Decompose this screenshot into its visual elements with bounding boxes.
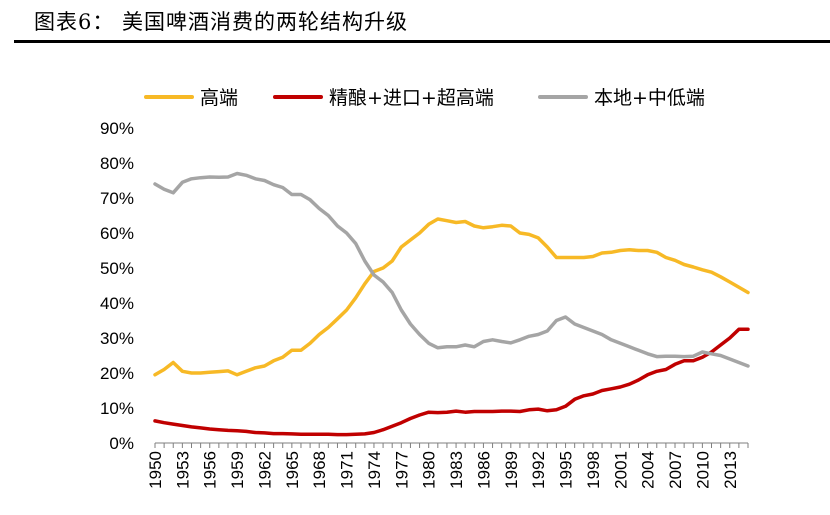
x-tick-label: 1950	[146, 451, 165, 489]
x-tick-label: 1959	[228, 451, 247, 489]
legend-label-2: 本地+中低端	[594, 87, 705, 109]
x-tick-label: 1977	[392, 451, 411, 489]
x-tick-label: 1974	[365, 451, 384, 489]
x-tick-label: 2004	[639, 451, 658, 489]
series-line-1	[153, 327, 750, 437]
x-tick-label: 1986	[474, 451, 493, 489]
axes: 0% 10% 20% 30% 40% 50% 60% 70% 80% 90% 1950 1953 195…	[100, 119, 749, 489]
y-tick-label: 70%	[100, 189, 134, 208]
x-tick-label: 2001	[611, 451, 630, 489]
y-tick-label: 0%	[109, 434, 134, 453]
x-tick-label: 1962	[255, 451, 274, 489]
series-line-2	[153, 171, 750, 368]
y-tick-label: 50%	[100, 259, 134, 278]
x-tick-label: 1983	[447, 451, 466, 489]
x-tick-label: 1989	[502, 451, 521, 489]
series-lines	[153, 171, 750, 437]
x-tick-label: 1956	[201, 451, 220, 489]
x-tick-label: 2007	[666, 451, 685, 489]
y-tick-label: 10%	[100, 399, 134, 418]
legend-label-0: 高端	[200, 87, 238, 109]
x-tick-label: 1980	[420, 451, 439, 489]
title-underline	[14, 40, 830, 43]
y-tick-label: 30%	[100, 329, 134, 348]
y-tick-label: 90%	[100, 119, 134, 138]
x-tick-label: 1998	[584, 451, 603, 489]
y-tick-label: 80%	[100, 154, 134, 173]
legend-label-1: 精酿+进口+超高端	[329, 87, 494, 109]
figure-title: 图表6： 美国啤酒消费的两轮结构升级	[34, 10, 409, 34]
x-tick-label: 1992	[529, 451, 548, 489]
x-tick-label: 1965	[283, 451, 302, 489]
x-tick-label: 1968	[310, 451, 329, 489]
y-tick-label: 40%	[100, 294, 134, 313]
x-tick-label: 1953	[173, 451, 192, 489]
series-line-0	[153, 217, 750, 377]
y-tick-label: 60%	[100, 224, 134, 243]
x-tick-label: 2013	[721, 451, 740, 489]
x-tick-label: 2010	[693, 451, 712, 489]
x-tick-label: 1971	[338, 451, 357, 489]
x-tick-label: 1995	[557, 451, 576, 489]
legend: 高端 精酿+进口+超高端 本地+中低端	[144, 87, 705, 109]
y-tick-label: 20%	[100, 364, 134, 383]
